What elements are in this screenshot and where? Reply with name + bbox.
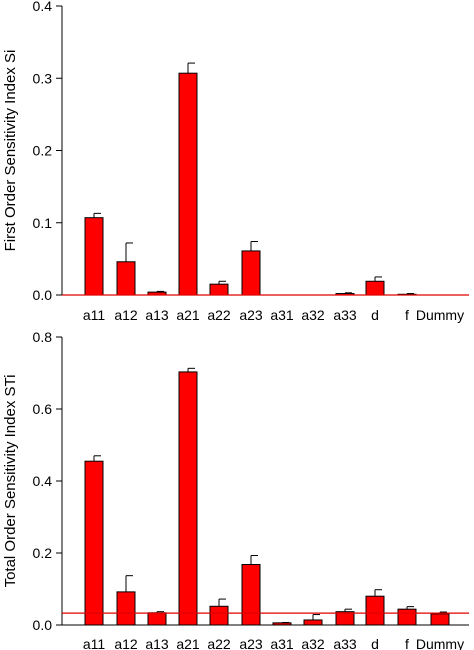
y-axis-label: Total Order Sensitivity Index STi bbox=[2, 375, 19, 588]
first-order-panel: 0.0 0.1 0.2 0.3 0.4 First Order Sensitivity I… bbox=[2, 0, 469, 323]
x-tick-label: a32 bbox=[301, 307, 325, 323]
y-axis-label: First Order Sensitivity Index Si bbox=[2, 50, 19, 252]
x-tick-label: f bbox=[405, 636, 409, 650]
x-tick-label: a12 bbox=[114, 307, 138, 323]
bar-a11 bbox=[84, 217, 104, 296]
bar-a22 bbox=[209, 605, 229, 626]
bar-a11 bbox=[84, 460, 104, 626]
x-tick-label: d bbox=[371, 636, 379, 650]
bar-a12 bbox=[116, 261, 136, 296]
x-tick-label: a21 bbox=[176, 307, 200, 323]
bar-d bbox=[365, 280, 385, 296]
bar-d bbox=[365, 595, 385, 626]
y-tick-label: 0.0 bbox=[33, 287, 53, 303]
y-tick-label: 0.0 bbox=[33, 617, 53, 633]
bar-a22 bbox=[209, 283, 229, 296]
y-tick-label: 0.6 bbox=[33, 401, 53, 417]
bar-a12 bbox=[116, 591, 136, 626]
bar-a21 bbox=[178, 371, 198, 626]
x-tick-label: a13 bbox=[145, 307, 169, 323]
x-tick-label: a31 bbox=[270, 307, 294, 323]
bar-a13 bbox=[147, 612, 167, 626]
y-tick-label: 0.2 bbox=[33, 143, 53, 159]
x-tick-label: a31 bbox=[270, 636, 294, 650]
bar-dummy bbox=[430, 613, 450, 626]
x-tick-label: Dummy bbox=[416, 307, 464, 323]
bar-f bbox=[397, 608, 417, 626]
x-tick-label: a23 bbox=[239, 307, 263, 323]
y-tick-label: 0.8 bbox=[33, 329, 53, 345]
total-order-panel: 0.0 0.2 0.4 0.6 0.8 Total Order Sensitivity I… bbox=[2, 329, 469, 650]
x-tick-label: a33 bbox=[333, 307, 357, 323]
bar-a21 bbox=[178, 72, 198, 296]
y-tick-label: 0.1 bbox=[33, 215, 53, 231]
x-tick-label: a22 bbox=[207, 307, 231, 323]
x-tick-label: a23 bbox=[239, 636, 263, 650]
x-tick-label: a13 bbox=[145, 636, 169, 650]
bar-a23 bbox=[241, 564, 261, 626]
x-tick-label: a33 bbox=[333, 636, 357, 650]
y-tick-label: 0.4 bbox=[33, 473, 53, 489]
x-tick-label: a32 bbox=[301, 636, 325, 650]
x-tick-label: Dummy bbox=[416, 636, 464, 650]
x-tick-label: a11 bbox=[83, 636, 106, 650]
y-tick-label: 0.3 bbox=[33, 70, 53, 86]
bar-a23 bbox=[241, 250, 261, 296]
x-tick-label: d bbox=[371, 307, 379, 323]
bar-a32 bbox=[303, 619, 323, 626]
x-tick-label: a22 bbox=[207, 636, 231, 650]
x-tick-label: a21 bbox=[176, 636, 200, 650]
x-tick-label: f bbox=[405, 307, 409, 323]
y-tick-label: 0.4 bbox=[33, 0, 53, 14]
y-tick-label: 0.2 bbox=[33, 545, 53, 561]
x-tick-label: a12 bbox=[114, 636, 138, 650]
x-tick-label: a11 bbox=[83, 307, 106, 323]
